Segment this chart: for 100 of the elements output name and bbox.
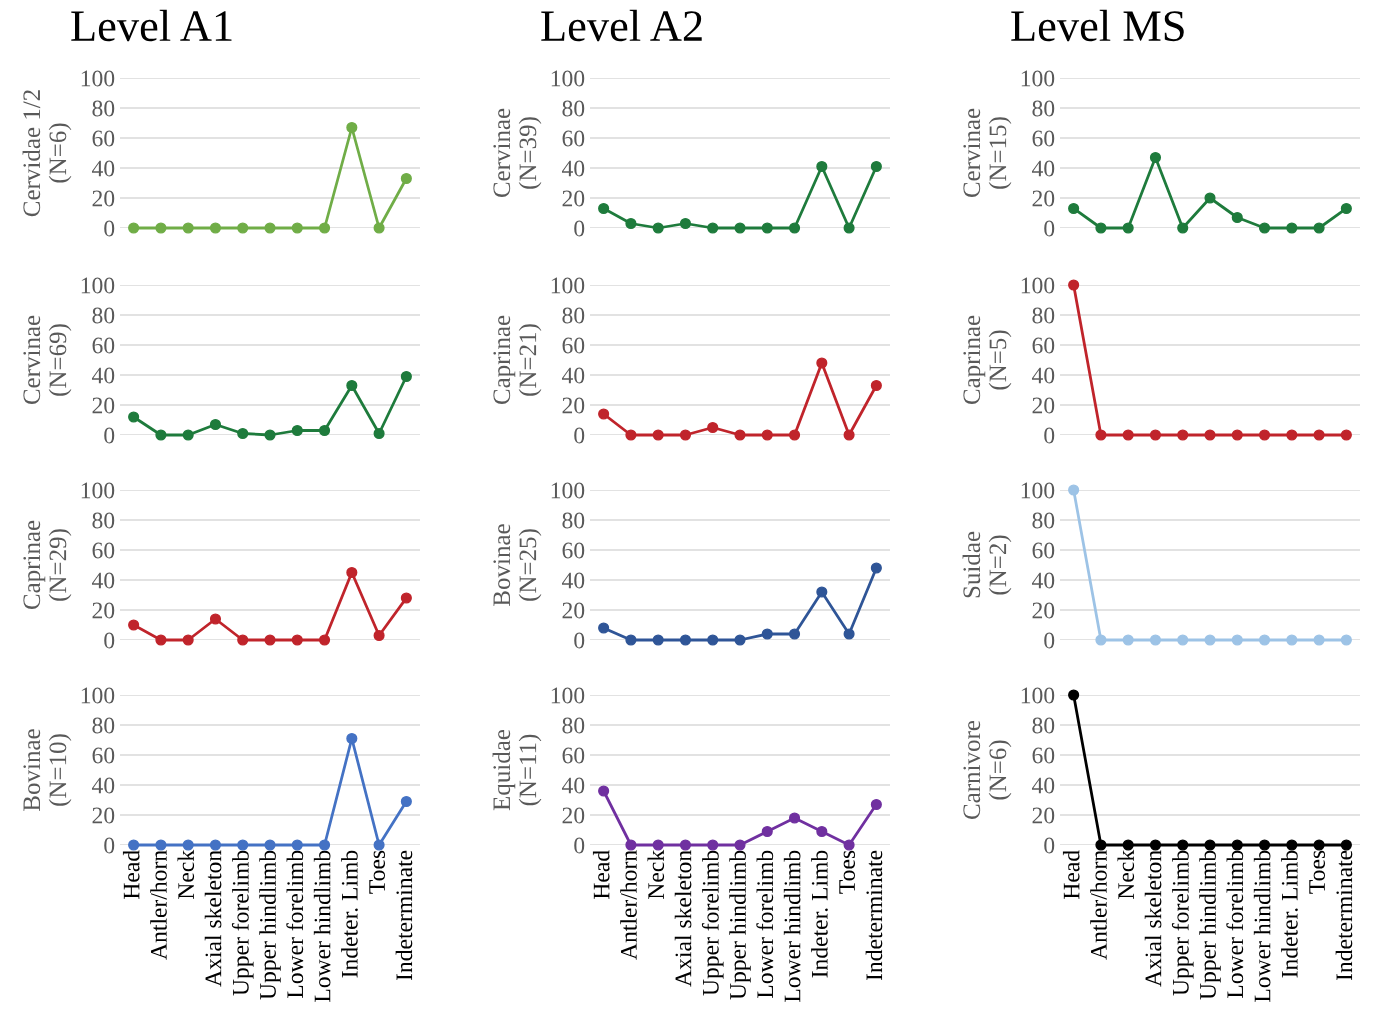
point [346,121,358,134]
point [843,222,855,234]
point [870,562,882,574]
point [625,429,637,441]
point [400,172,412,185]
y-tick-label: 0 [574,632,585,649]
point [788,222,801,234]
point [400,592,412,604]
point [870,379,882,392]
y-tick-label: 80 [562,717,585,734]
y-tick-label: 80 [562,512,585,529]
y-tick-label: 100 [551,687,585,704]
x-tick-label: Neck [1117,849,1135,899]
point [816,160,828,173]
point [816,586,828,598]
y-axis-title: Caprinae (N=5) [963,315,1012,405]
x-tick-label: Lower forelimb [756,850,774,999]
y-tick-label: 80 [562,100,585,117]
y-tick-label: 60 [1032,130,1055,147]
x-tick-label: Antler/horn [150,850,167,960]
x-tick-label: Indeterminate [395,850,413,981]
point [400,370,412,383]
point [264,839,276,851]
y-tick-label: 20 [562,190,585,207]
y-tick-label: 100 [81,687,115,704]
point [761,628,773,640]
y-tick-label: 20 [1032,602,1055,619]
point [182,222,194,234]
y-tick-label: 0 [1044,427,1055,444]
point [1258,222,1271,234]
y-axis-title: Caprinae (N=29) [23,520,72,610]
y-tick-label: 20 [92,807,115,824]
point [264,222,276,234]
point [707,634,719,646]
point [761,222,773,234]
y-tick-label: 40 [561,160,585,177]
point [373,427,385,440]
y-axis-title: Bovinae (N=10) [23,729,72,811]
y-tick-label: 100 [81,277,115,294]
point [1286,222,1298,234]
point [155,222,167,234]
x-tick-label: Neck [177,849,195,899]
point [291,634,303,646]
x-tick-label: Upper hindlimb [259,850,281,1000]
y-tick-label: 100 [551,277,585,294]
y-axis-title: Cervinae (N=69) [23,315,72,405]
x-tick-label: Toes [839,850,855,894]
y-tick-label: 100 [81,482,115,499]
point [679,429,692,441]
point [291,839,303,851]
y-tick-label: 0 [1044,220,1055,237]
x-tick-label: Axial skeleton [1144,850,1162,987]
point [237,839,249,851]
x-tick-label: Upper hindlimb [1199,850,1221,1000]
point [209,222,222,234]
point [652,839,664,851]
y-tick-label: 40 [1031,572,1055,589]
point [598,408,610,420]
y-tick-label: 40 [91,777,115,794]
point [1231,211,1243,224]
y-tick-label: 80 [92,100,115,117]
point [182,839,194,851]
x-tick-label: Head [1062,850,1080,899]
y-tick-label: 0 [574,837,585,854]
point [734,429,746,441]
point [182,634,194,646]
point [1149,151,1162,164]
x-tick-label: Lower forelimb [286,850,304,999]
point [318,222,331,234]
point [1313,222,1325,234]
point [1177,222,1189,234]
point [1204,192,1216,204]
x-tick-label: Lower forelimb [1226,850,1244,999]
y-tick-label: 80 [92,512,115,529]
y-axis-title: Caprinae (N=21) [493,315,542,405]
x-tick-label: Head [592,850,610,899]
point [291,222,303,234]
point [707,421,719,434]
y-tick-label: 40 [1031,160,1055,177]
x-tick-label: Antler/horn [1090,850,1107,960]
point [318,424,331,437]
point [598,785,610,797]
point [788,812,801,824]
y-axis-title: Cervidae 1/2 (N=6) [22,90,72,217]
x-tick-label: Indeter. Limb [811,850,828,978]
y-axis-title: Cervinae (N=39) [493,108,542,198]
point [400,795,412,808]
y-tick-label: 60 [1032,542,1055,559]
point [128,839,140,851]
y-tick-label: 20 [1032,807,1055,824]
y-axis-title: Carnivore (N=6) [963,720,1012,819]
point [734,222,746,234]
y-tick-label: 100 [81,70,115,87]
y-tick-label: 80 [1032,512,1055,529]
y-tick-label: 20 [562,807,585,824]
x-tick-label: Upper forelimb [231,850,254,996]
point [264,429,276,441]
point [346,566,358,579]
point [155,634,167,646]
y-tick-label: 40 [91,160,115,177]
